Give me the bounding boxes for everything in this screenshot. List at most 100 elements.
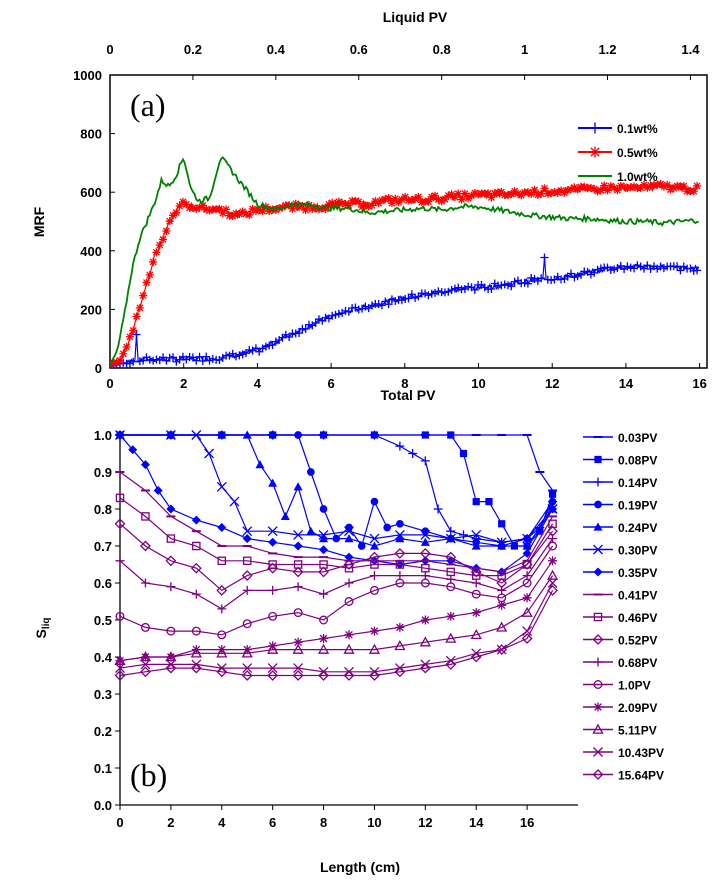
series-point-4	[344, 534, 354, 543]
legend-marker	[594, 455, 602, 464]
x-tick-label: 0	[106, 376, 113, 391]
series-point-11	[115, 611, 125, 621]
legend-marker	[593, 680, 603, 689]
legend-label: 2.09PV	[618, 701, 657, 715]
series-point-3	[268, 431, 277, 439]
series-point-11	[548, 541, 558, 551]
legend-label: 10.43PV	[618, 746, 664, 760]
series-point-8	[141, 512, 150, 521]
series-point-0	[132, 330, 141, 339]
series-point-4	[280, 511, 290, 520]
series-point-4	[471, 541, 481, 550]
panel-label-a: (a)	[130, 87, 166, 123]
series-point-1	[527, 189, 536, 198]
series-point-1	[248, 204, 257, 213]
series-point-4	[319, 534, 329, 543]
x2-tick-label: 0.2	[184, 42, 202, 57]
x2-tick-label: 0.6	[350, 42, 368, 57]
x-tick-label: 10	[367, 815, 381, 830]
series-point-13	[546, 569, 559, 580]
series-point-15	[140, 666, 151, 678]
legend-label: 0.03PV	[618, 431, 657, 445]
series-point-13	[368, 643, 381, 654]
series-point-11	[344, 597, 354, 606]
series-point-1	[129, 326, 138, 335]
series-point-1	[447, 190, 456, 199]
series-point-2	[408, 449, 418, 458]
series-point-1	[155, 241, 164, 250]
x-tick-label: 14	[619, 376, 634, 391]
series-point-1	[238, 207, 247, 216]
x-tick-label: 10	[471, 376, 485, 391]
series-point-1	[636, 184, 645, 193]
series-point-1	[139, 291, 148, 300]
series-0.24PV	[115, 430, 558, 550]
series-point-15	[318, 670, 329, 681]
series-point-1	[547, 189, 556, 198]
legend-a: 0.1wt% 0.5wt% 1.0wt%	[578, 122, 658, 184]
x-tick-label: 16	[520, 815, 534, 830]
series-point-1	[630, 182, 639, 191]
series-point-3	[383, 523, 391, 532]
x-tick-label: 6	[327, 376, 334, 391]
series-point-3	[307, 468, 315, 476]
series-point-1	[517, 191, 526, 200]
series-point-1	[563, 186, 572, 195]
series-point-1	[182, 200, 191, 209]
series-point-1	[437, 197, 446, 206]
series-point-11	[369, 585, 379, 595]
series-point-12	[548, 556, 558, 566]
series-point-6	[128, 445, 138, 455]
series-point-12	[497, 600, 507, 610]
x-tick-label: 0	[116, 815, 123, 830]
series-point-4	[369, 541, 379, 550]
x-tick-label: 14	[469, 815, 484, 830]
series-point-1	[421, 431, 429, 439]
series-point-10	[166, 582, 176, 592]
series-point-1	[639, 180, 648, 189]
x2-tick-label: 1.2	[598, 42, 616, 57]
series-point-13	[343, 643, 355, 654]
series-point-1	[122, 342, 131, 351]
series-point-1	[285, 201, 294, 210]
series-point-11	[217, 630, 227, 640]
series-point-1	[570, 183, 579, 192]
series-point-1	[513, 189, 522, 198]
series-0.41PV	[115, 471, 558, 573]
series-point-13	[165, 651, 177, 662]
legend-label: 0.19PV	[618, 499, 657, 513]
series-point-5	[445, 533, 456, 544]
series-point-1	[659, 182, 668, 191]
series-point-15	[419, 662, 431, 674]
series-point-0	[570, 273, 579, 282]
series-point-0	[305, 320, 313, 329]
series-point-13	[521, 606, 533, 617]
y-tick-label: 0.0	[94, 798, 112, 813]
series-point-1	[145, 270, 154, 279]
series-point-0	[351, 303, 360, 312]
series-point-4	[497, 541, 507, 550]
series-point-1	[603, 186, 612, 195]
series-point-13	[317, 643, 330, 654]
series-point-0	[311, 318, 320, 327]
x-tick-label: 4	[218, 815, 226, 830]
legend-label: 0.14PV	[618, 476, 657, 490]
series-1.0PV	[115, 541, 558, 640]
series-point-13	[216, 647, 228, 658]
series-point-0	[490, 279, 499, 288]
series-point-14	[140, 659, 151, 670]
y-axis-title-main: S	[33, 629, 49, 638]
series-point-10	[191, 589, 201, 599]
series-point-3	[319, 505, 328, 513]
series-point-5	[471, 529, 482, 540]
series-point-1	[484, 189, 493, 198]
series-5.11PV	[114, 569, 559, 665]
series-point-13	[292, 643, 304, 654]
series-point-10	[217, 604, 227, 614]
series-point-10	[369, 571, 379, 581]
series-point-0	[523, 279, 532, 288]
series-point-1	[394, 198, 403, 207]
series-point-9	[241, 570, 253, 582]
series-point-0	[301, 324, 310, 333]
y-tick-label: 800	[80, 127, 102, 142]
